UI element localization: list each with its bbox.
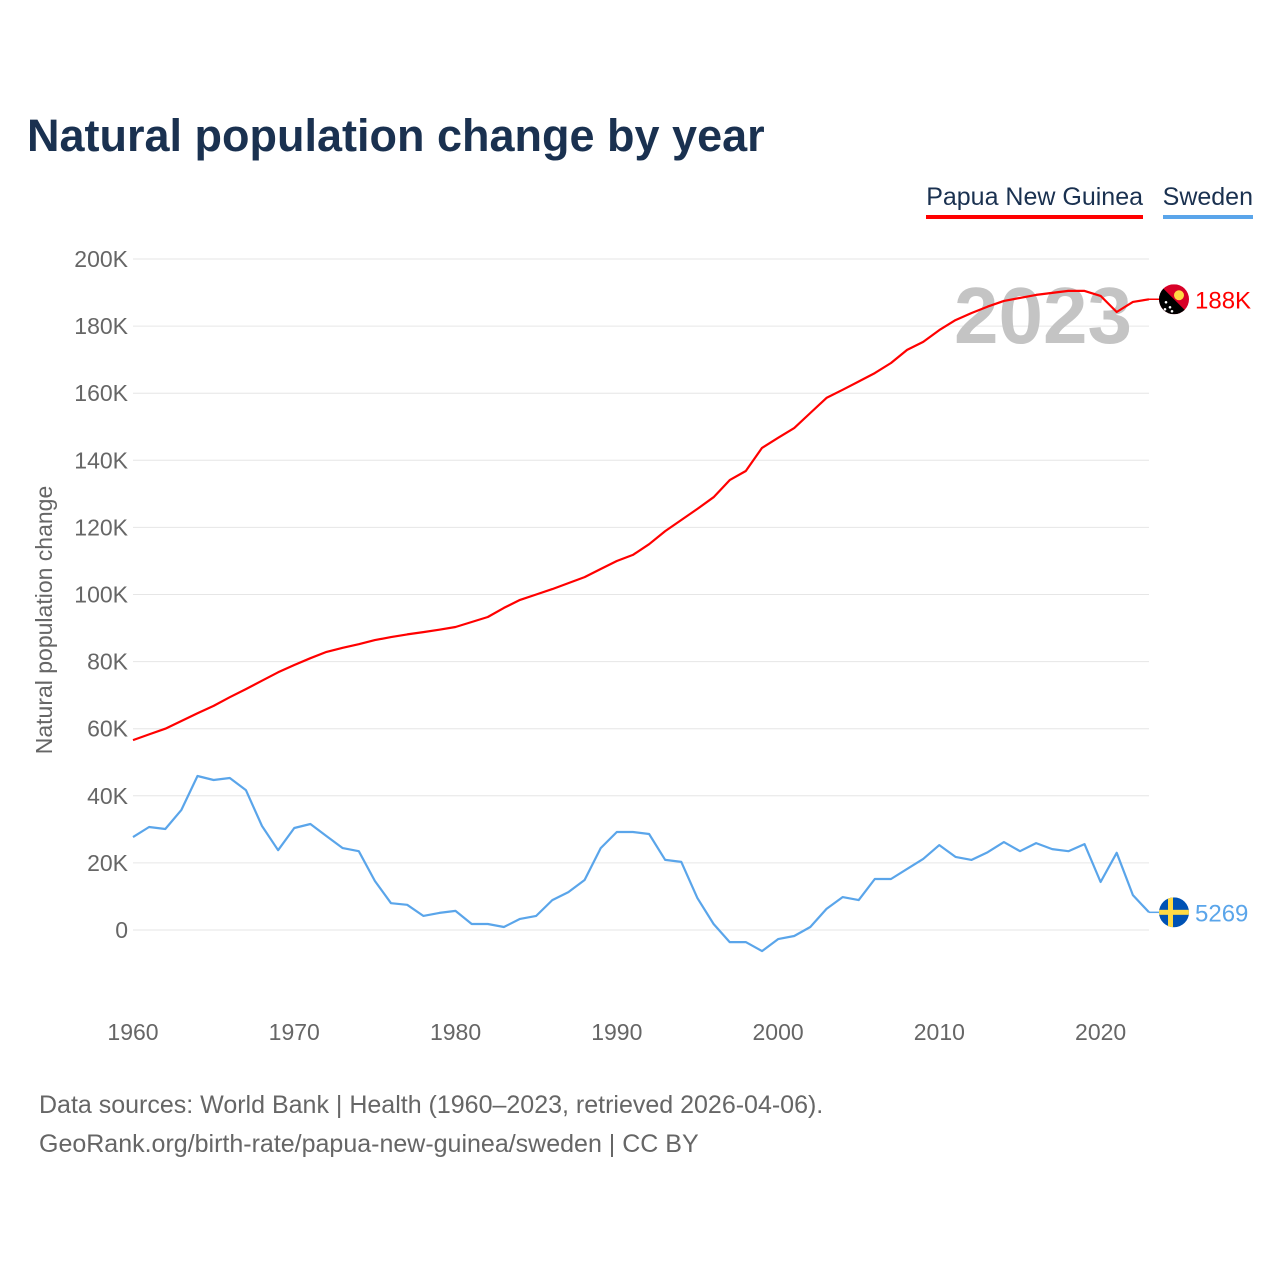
current-year-label: 2023 bbox=[954, 271, 1132, 360]
y-tick-label: 140K bbox=[74, 447, 128, 473]
footer-sources: Data sources: World Bank | Health (1960–… bbox=[39, 1091, 824, 1119]
y-tick-label: 120K bbox=[74, 514, 128, 540]
y-tick-label: 60K bbox=[87, 716, 129, 742]
legend-sweden[interactable]: Sweden bbox=[1162, 183, 1253, 219]
footer-link[interactable]: GeoRank.org/birth-rate/papua-new-guinea/… bbox=[39, 1130, 699, 1158]
end-value-label: 188K bbox=[1195, 287, 1251, 314]
papua-new-guinea-flag-icon bbox=[1159, 284, 1189, 315]
x-tick-label: 2010 bbox=[914, 1019, 965, 1045]
series-line-sweden bbox=[132, 774, 1150, 953]
y-tick-label: 40K bbox=[87, 783, 129, 809]
y-tick-label: 80K bbox=[87, 649, 129, 675]
x-tick-label: 1980 bbox=[430, 1019, 481, 1045]
x-tick-label: 2000 bbox=[752, 1019, 803, 1045]
x-tick-label: 1970 bbox=[269, 1019, 320, 1045]
x-tick-label: 1990 bbox=[591, 1019, 642, 1045]
x-tick-label: 1960 bbox=[107, 1019, 158, 1045]
y-tick-label: 100K bbox=[74, 582, 128, 608]
y-axis-label: Natural population change bbox=[31, 486, 57, 755]
chart-title: Natural population change by year bbox=[27, 110, 765, 161]
sweden-flag-icon bbox=[1159, 897, 1189, 928]
end-value-label: 5269 bbox=[1195, 900, 1248, 927]
x-tick-label: 2020 bbox=[1075, 1019, 1126, 1045]
y-tick-label: 20K bbox=[87, 850, 129, 876]
y-tick-label: 180K bbox=[74, 313, 128, 339]
y-tick-label: 160K bbox=[74, 380, 128, 406]
y-tick-label: 0 bbox=[115, 917, 128, 943]
footer: Data sources: World Bank | Health (1960–… bbox=[39, 1086, 823, 1164]
legend-papua-new-guinea[interactable]: Papua New Guinea bbox=[926, 183, 1143, 219]
y-tick-label: 200K bbox=[74, 246, 128, 272]
series-line-papua-new-guinea bbox=[132, 289, 1150, 742]
